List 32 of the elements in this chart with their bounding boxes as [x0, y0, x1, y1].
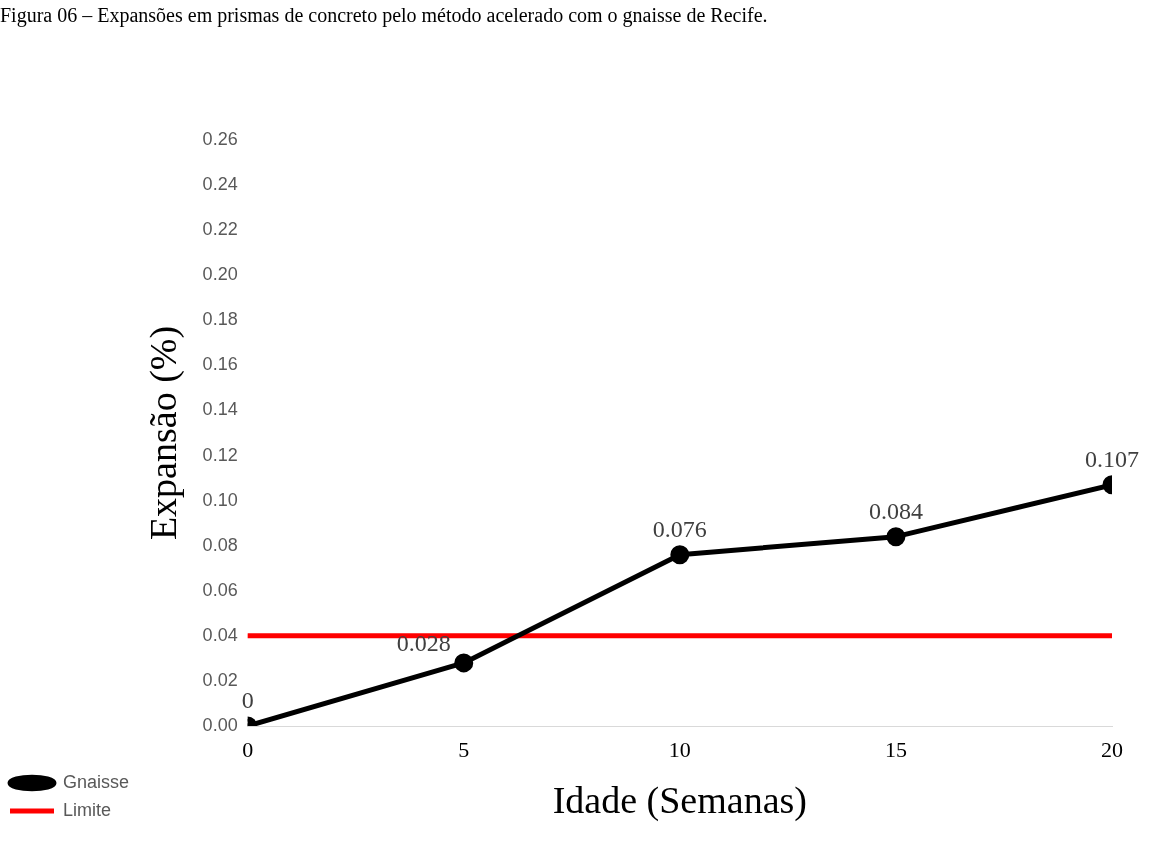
y-tick-label: 0.24 — [202, 174, 238, 195]
x-tick-label: 15 — [884, 736, 907, 762]
point — [670, 545, 690, 565]
y-tick-label: 0.16 — [202, 354, 238, 375]
x-tick-label: 5 — [458, 736, 470, 762]
y-tick-label: 0.14 — [202, 399, 238, 420]
y-tick-label: 0.10 — [202, 489, 238, 510]
y-tick-label: 0.00 — [202, 714, 238, 735]
point — [886, 527, 906, 547]
x-tick-label: 20 — [1101, 736, 1123, 762]
legend-label: Limite — [63, 799, 112, 820]
point — [454, 653, 474, 673]
data-label: 0.028 — [396, 630, 451, 657]
data-label: 0.107 — [1085, 446, 1139, 473]
y-tick-label: 0.20 — [202, 264, 238, 285]
data-label: 0.076 — [652, 516, 707, 542]
y-tick-label: 0.12 — [202, 444, 238, 465]
y-tick-label: 0.22 — [202, 219, 238, 240]
y-tick-label: 0.02 — [202, 669, 238, 690]
y-tick-label: 0.18 — [202, 309, 238, 330]
legend-label: Gnaisse — [63, 771, 130, 792]
y-tick-label: 0.26 — [202, 128, 238, 149]
x-tick-label: 0 — [242, 736, 254, 762]
chart-title: Figura 06 – Expansões em prismas de concreto pelo método acelerado com o gnaisse de Recife. — [0, 4, 769, 29]
y-tick-label: 0.06 — [202, 579, 238, 600]
y-tick-label: 0.08 — [202, 534, 238, 555]
data-label: 0 — [241, 687, 254, 714]
x-tick-label: 10 — [668, 736, 691, 762]
y-axis-title: Expansão (%) — [141, 325, 185, 541]
x-axis-title: Idade (Semanas) — [552, 779, 807, 823]
data-label: 0.084 — [868, 497, 923, 524]
y-tick-label: 0.04 — [202, 624, 238, 645]
